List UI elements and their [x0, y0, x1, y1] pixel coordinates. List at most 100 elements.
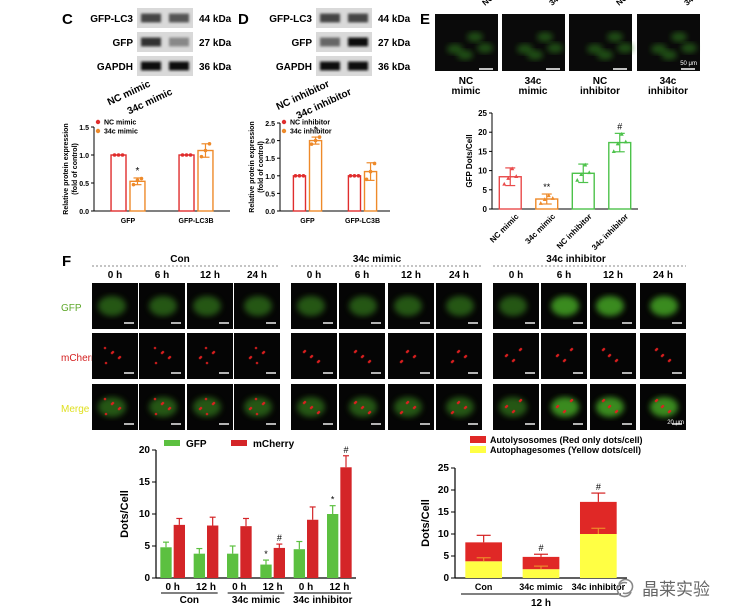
red-puncta — [103, 397, 107, 401]
bar — [340, 467, 352, 578]
cell-signal — [547, 43, 563, 53]
top-label: NC — [481, 0, 496, 8]
red-puncta — [464, 405, 468, 409]
red-puncta — [205, 412, 209, 416]
cell-signal — [681, 43, 697, 53]
x-tick-label: GFP — [300, 218, 315, 225]
red-puncta — [118, 406, 122, 410]
micrograph-image — [435, 14, 498, 71]
significance-marker: * — [314, 125, 318, 136]
red-puncta — [199, 355, 203, 359]
red-puncta — [204, 346, 208, 350]
legend-marker — [281, 128, 287, 134]
micrograph-image — [187, 333, 233, 379]
data-point — [297, 174, 302, 178]
group-label: Con — [180, 595, 199, 606]
red-puncta — [111, 401, 115, 405]
band-label: GFP — [291, 38, 312, 49]
red-puncta — [354, 349, 358, 353]
cell-signal — [661, 50, 677, 60]
red-puncta — [608, 353, 612, 357]
red-puncta — [104, 361, 108, 365]
legend-label: NC inhibitor — [290, 120, 330, 127]
data-point — [575, 178, 580, 182]
significance-marker: * — [136, 166, 140, 177]
blot-band — [320, 37, 340, 47]
band-size: 27 kDa — [378, 38, 411, 49]
red-puncta — [310, 354, 314, 358]
red-puncta — [103, 346, 107, 350]
watermark-text: 晶莱实验 — [642, 580, 710, 599]
blot-strip — [137, 8, 193, 28]
significance-marker: # — [538, 543, 543, 553]
band-label: GFP — [112, 38, 133, 49]
micrograph-image — [92, 333, 138, 379]
blot-band — [141, 61, 161, 71]
y-tick-label: 10 — [139, 509, 151, 520]
red-puncta — [615, 409, 619, 413]
data-point — [502, 181, 507, 186]
red-puncta — [254, 397, 258, 401]
cell-signal — [394, 296, 422, 316]
red-puncta — [104, 412, 108, 416]
panel-letter-c: C — [62, 11, 73, 28]
red-puncta — [661, 353, 665, 357]
significance-marker: * — [264, 549, 268, 559]
scale-bar-label: 20 μm — [667, 420, 684, 426]
red-puncta — [505, 404, 509, 408]
group-label: 34c inhibitor — [293, 595, 353, 606]
red-puncta — [153, 346, 157, 350]
image-label: mimic — [519, 86, 548, 97]
bar — [260, 564, 272, 578]
band-size: 36 kDa — [378, 62, 411, 73]
red-puncta — [368, 359, 372, 363]
y-tick-label: 0 — [483, 205, 488, 214]
red-puncta — [255, 412, 259, 416]
data-point — [506, 176, 511, 180]
x-tick-label: 0 h — [232, 582, 246, 593]
cell-signal — [587, 44, 603, 54]
legend-label: Autolysosomes (Red only dots/cell) — [490, 435, 643, 445]
red-puncta — [161, 350, 165, 354]
micrograph-image — [569, 14, 632, 71]
x-tick-label: 0 h — [299, 582, 313, 593]
red-puncta — [406, 400, 410, 404]
x-tick-label: GFP — [121, 218, 136, 225]
legend-marker — [281, 119, 287, 125]
red-puncta — [262, 350, 266, 354]
blot-band — [320, 13, 340, 23]
bar-segment — [465, 542, 503, 562]
data-point — [546, 193, 551, 198]
y-tick-label: 20 — [478, 128, 487, 137]
red-puncta — [661, 404, 665, 408]
red-puncta — [262, 401, 266, 405]
data-point — [372, 161, 377, 166]
band-size: 27 kDa — [199, 38, 232, 49]
x-tick-label: NC inhibitor — [555, 212, 594, 251]
legend-label: Autophagesomes (Yellow dots/cell) — [490, 445, 641, 455]
red-puncta — [205, 361, 209, 365]
red-puncta — [303, 349, 307, 353]
data-point — [579, 172, 584, 177]
red-puncta — [249, 406, 253, 410]
y-axis-label: Dots/Cell — [119, 490, 131, 538]
y-axis-label: Dots/Cell — [420, 499, 432, 547]
x-tick-label: 34c inhibitor — [572, 582, 626, 592]
micrograph-image — [234, 333, 280, 379]
y-tick-label: 0 — [443, 573, 449, 584]
red-puncta — [154, 412, 158, 416]
red-puncta — [602, 347, 606, 351]
chart-f-stacked-autophagy: 0 5 10 15 20 25 Dots/Cell Autolysosomes (Red on… — [420, 435, 643, 609]
group-label: 34c inhibitor — [546, 254, 606, 265]
red-puncta — [255, 361, 259, 365]
image-label: NC — [593, 76, 607, 87]
red-puncta — [505, 353, 509, 357]
data-point — [313, 138, 318, 143]
bar — [193, 553, 205, 578]
blot-strip — [316, 8, 372, 28]
blot-band — [169, 37, 189, 47]
data-point — [317, 135, 322, 139]
y-tick-label: 25 — [438, 463, 450, 474]
red-puncta — [310, 405, 314, 409]
red-puncta — [413, 354, 417, 358]
